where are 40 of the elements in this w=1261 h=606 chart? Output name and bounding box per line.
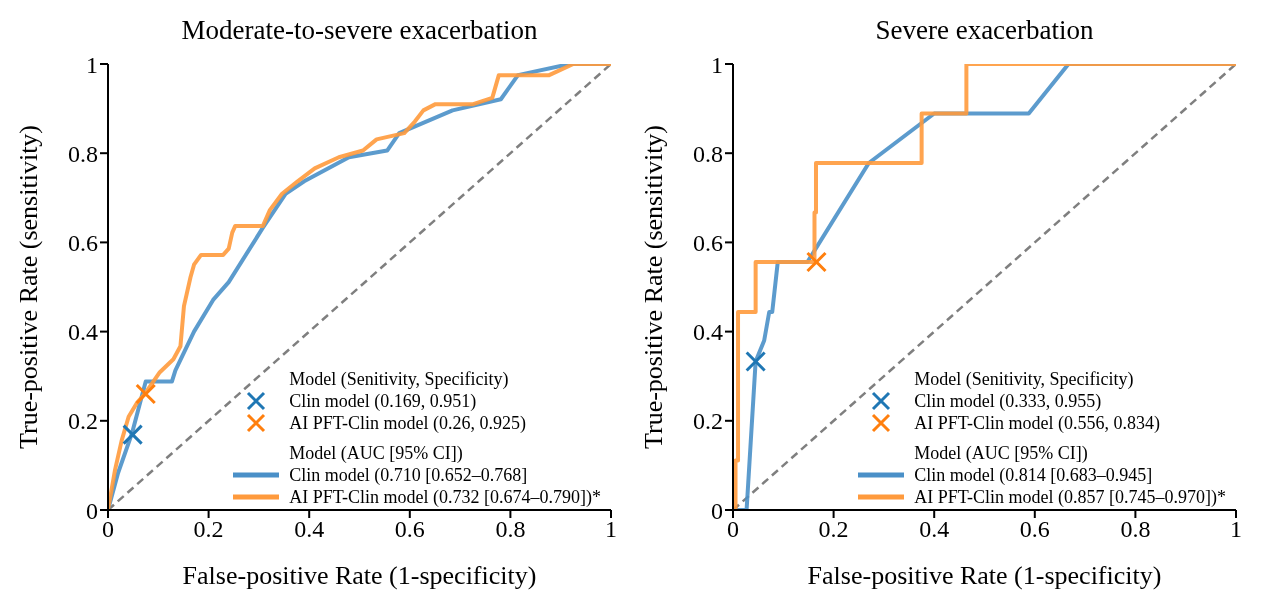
y-tick-label: 0.2	[68, 408, 98, 435]
legend-label: AI PFT-Clin model (0.732 [0.674–0.790])*	[289, 486, 601, 508]
y-tick-label: 0.4	[68, 319, 98, 346]
legend-label: Clin model (0.814 [0.683–0.945]	[914, 464, 1153, 486]
y-tick-label: 0	[711, 497, 723, 524]
legend-title: Model (AUC [95% CI])	[288, 442, 464, 464]
y-tick-label: 0	[86, 497, 98, 524]
x-tick-label: 0.8	[1120, 516, 1151, 543]
chart-title: Moderate-to-severe exacerbation	[180, 14, 539, 47]
x-axis-title: False-positive Rate (1-specificity)	[807, 561, 1162, 590]
x-tick-label: 1	[1230, 516, 1242, 543]
y-tick-label: 0.4	[693, 319, 723, 346]
x-tick-label: 0.2	[193, 516, 224, 543]
x-tick-label: 0.6	[394, 516, 425, 543]
y-tick-label: 1	[711, 51, 723, 78]
x-tick-label: 0.4	[294, 516, 325, 543]
legend-label: AI PFT-Clin model (0.556, 0.834)	[914, 412, 1161, 434]
y-axis-title: True-positive Rate (sensitivity)	[639, 124, 669, 450]
y-tick-label: 1	[86, 51, 98, 78]
y-tick-label: 0.6	[68, 229, 98, 256]
legend-label: AI PFT-Clin model (0.857 [0.745–0.970])*	[914, 486, 1226, 508]
x-tick-label: 0.4	[919, 516, 950, 543]
y-tick-label: 0.8	[693, 140, 723, 167]
annotation: Model (Senitivity, Specificity)	[913, 368, 1135, 390]
y-tick-label: 0.2	[693, 408, 723, 435]
y-axis-title: True-positive Rate (sensitivity)	[14, 124, 44, 450]
legend-label: AI PFT-Clin model (0.26, 0.925)	[289, 412, 527, 434]
x-tick-label: 0.2	[818, 516, 849, 543]
chart-title: Severe exacerbation	[874, 14, 1095, 47]
x-tick-label: 0.6	[1019, 516, 1050, 543]
legend-label: Clin model (0.169, 0.951)	[289, 390, 477, 412]
legend-label: Clin model (0.710 [0.652–0.768]	[289, 464, 528, 486]
legend-title: Model (AUC [95% CI])	[913, 442, 1089, 464]
x-tick-label: 1	[605, 516, 617, 543]
annotation: Model (Senitivity, Specificity)	[288, 368, 510, 390]
y-tick-label: 0.6	[693, 229, 723, 256]
x-tick-label: 0.8	[495, 516, 526, 543]
legend-label: Clin model (0.333, 0.955)	[914, 390, 1102, 412]
y-tick-label: 0.8	[68, 140, 98, 167]
x-axis-title: False-positive Rate (1-specificity)	[182, 561, 537, 590]
